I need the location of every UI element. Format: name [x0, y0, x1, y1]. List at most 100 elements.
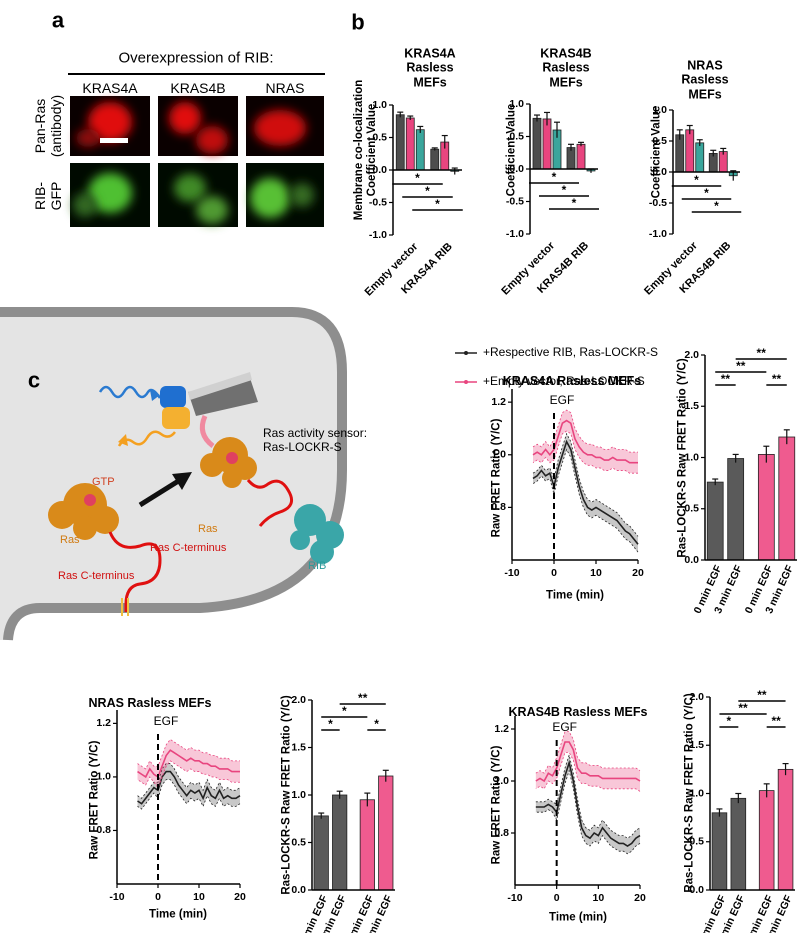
chart-title: KRAS4B Rasless MEFs — [540, 46, 592, 90]
c-terminus-label: Ras C-terminus — [58, 570, 135, 582]
y-tick-label: 0.0 — [689, 884, 704, 896]
stimulus-label: EGF — [154, 714, 179, 728]
c-terminus-label: Ras C-terminus — [150, 542, 227, 554]
y-tick-label: 1.5 — [684, 400, 699, 412]
significance-label: * — [342, 704, 347, 718]
y-tick-label: 1.0 — [509, 98, 524, 110]
y-tick-label: 1.0 — [652, 104, 667, 116]
legend-marker — [464, 351, 468, 355]
x-tick-label: -10 — [109, 891, 124, 903]
significance-label: * — [328, 717, 333, 731]
significance-label: * — [374, 717, 379, 731]
row-label: RIB-GFP — [31, 181, 64, 211]
line — [532, 439, 639, 545]
cell — [73, 193, 97, 217]
significance-label: * — [552, 170, 557, 184]
significance-label: * — [714, 199, 719, 213]
line — [535, 759, 641, 847]
cell — [196, 196, 228, 224]
y-tick-label: 1.5 — [689, 739, 704, 751]
bar — [542, 118, 552, 170]
sensor-domain — [160, 386, 186, 408]
chart-title: KRAS4A Rasless MEFs — [404, 46, 456, 90]
band-edge — [137, 779, 241, 810]
cell — [169, 102, 201, 134]
bar — [777, 768, 794, 891]
significance-label: * — [694, 173, 699, 187]
legend-label: +Respective RIB, Ras-LOCKR-S — [483, 345, 658, 359]
header: Overexpression of RIB: — [118, 49, 274, 67]
sensor-body — [188, 372, 252, 400]
bar — [778, 436, 796, 561]
x-tick-label: 0 — [554, 892, 560, 904]
significance-label: ** — [736, 359, 746, 373]
y-tick-label: 1.0 — [291, 789, 306, 801]
line — [137, 770, 241, 805]
column-label: NRAS — [265, 79, 305, 96]
y-tick-label: -1.0 — [506, 228, 524, 240]
y-tick-label: 1.2 — [494, 723, 509, 735]
arrow-head — [150, 390, 160, 401]
y-tick-label: 0.0 — [509, 163, 524, 175]
legend-marker — [464, 380, 468, 384]
y-tick-label: -0.5 — [506, 195, 524, 207]
y-tick-label: 0.8 — [491, 501, 506, 513]
ras-protein — [48, 483, 119, 540]
x-tick-label: 20 — [634, 892, 646, 904]
cell — [88, 173, 132, 213]
y-axis-label: Coefficient Value — [650, 105, 663, 199]
arrow-head — [118, 434, 128, 446]
y-tick-label: 0.5 — [684, 503, 699, 515]
bar — [727, 458, 745, 561]
chart-title: KRAS4B Rasless MEFs — [508, 704, 648, 719]
significance-label: ** — [738, 701, 748, 715]
rib-label: RIB — [308, 560, 326, 572]
band-edge — [137, 760, 240, 789]
transition-arrow — [138, 477, 182, 508]
arrow-head — [172, 472, 192, 490]
y-tick-label: 1.0 — [689, 787, 704, 799]
bar — [532, 117, 542, 170]
bar — [730, 797, 747, 891]
x-tick-label: 20 — [234, 891, 246, 903]
column-label: KRAS4B — [170, 79, 226, 96]
bar — [415, 129, 425, 171]
cell — [76, 129, 100, 147]
x-tick-label: 10 — [592, 892, 604, 904]
y-axis-label: Ras-LOCKR-S Raw FRET Ratio (Y/C) — [683, 693, 696, 893]
band-edge — [532, 430, 638, 474]
gtp-site — [84, 494, 96, 506]
panel-label: a — [51, 7, 65, 33]
bar — [405, 117, 415, 171]
significance-label: ** — [772, 372, 782, 386]
y-tick-label: 1.0 — [491, 449, 506, 461]
band-edge — [137, 763, 241, 799]
bar — [378, 775, 394, 891]
y-tick-label: 0.5 — [652, 135, 667, 147]
c-terminus — [246, 479, 294, 527]
micrographs — [68, 73, 325, 227]
significance-label: * — [572, 196, 577, 210]
bar — [706, 481, 724, 561]
y-tick-label: -1.0 — [369, 229, 387, 241]
error-band — [535, 731, 640, 792]
y-tick-label: 0.5 — [372, 131, 387, 143]
x-axis-label: Time (min) — [546, 589, 604, 602]
bar — [757, 454, 775, 561]
band-edge — [535, 752, 641, 792]
significance-label: ** — [358, 691, 368, 705]
gtp-site — [226, 452, 238, 464]
linker — [199, 414, 215, 448]
band-edge — [535, 753, 641, 839]
x-tick-label: -10 — [504, 567, 519, 579]
y-tick-label: -0.5 — [369, 196, 387, 208]
significance-label: * — [425, 184, 430, 198]
stimulus-label: EGF — [550, 393, 575, 407]
bar — [313, 815, 329, 891]
y-tick-label: -1.0 — [649, 228, 667, 240]
significance-label: * — [415, 171, 420, 185]
ras-label: Ras — [60, 534, 80, 546]
cell — [88, 102, 132, 142]
bar — [332, 794, 348, 891]
